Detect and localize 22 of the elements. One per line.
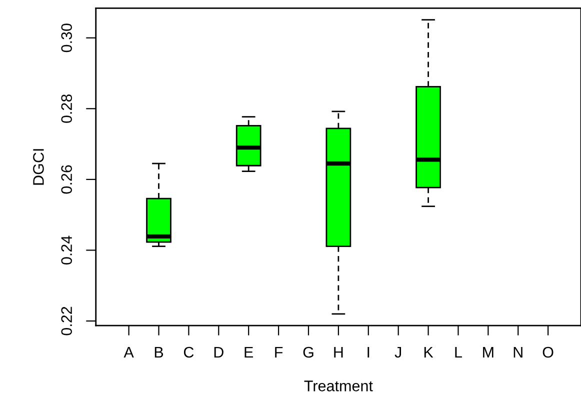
x-tick-label: K	[424, 346, 434, 358]
x-tick-label: D	[214, 346, 224, 358]
y-tick-label: 0.28	[61, 94, 72, 123]
y-tick-label: 0.24	[61, 236, 72, 264]
x-axis-title: Treatment	[304, 380, 373, 392]
y-tick-label: 0.22	[61, 306, 72, 336]
x-tick-label: I	[368, 346, 370, 358]
x-tick-label: H	[334, 346, 343, 358]
y-tick-label: 0.30	[61, 24, 72, 52]
x-tick-label: E	[244, 346, 254, 358]
x-tick-label: B	[154, 346, 164, 358]
y-tick-label: 0.26	[61, 165, 72, 194]
x-tick-label: C	[184, 346, 194, 358]
x-tick-label: J	[394, 346, 402, 358]
x-tick-label: O	[542, 346, 554, 358]
y-axis-title: DGCI	[33, 149, 44, 185]
x-tick-label: L	[455, 346, 462, 358]
x-tick-label: F	[275, 346, 283, 358]
x-tick-label: M	[483, 346, 494, 358]
x-tick-label: G	[303, 346, 314, 358]
x-tick-label: A	[124, 346, 134, 358]
x-tick-label: N	[514, 346, 522, 358]
